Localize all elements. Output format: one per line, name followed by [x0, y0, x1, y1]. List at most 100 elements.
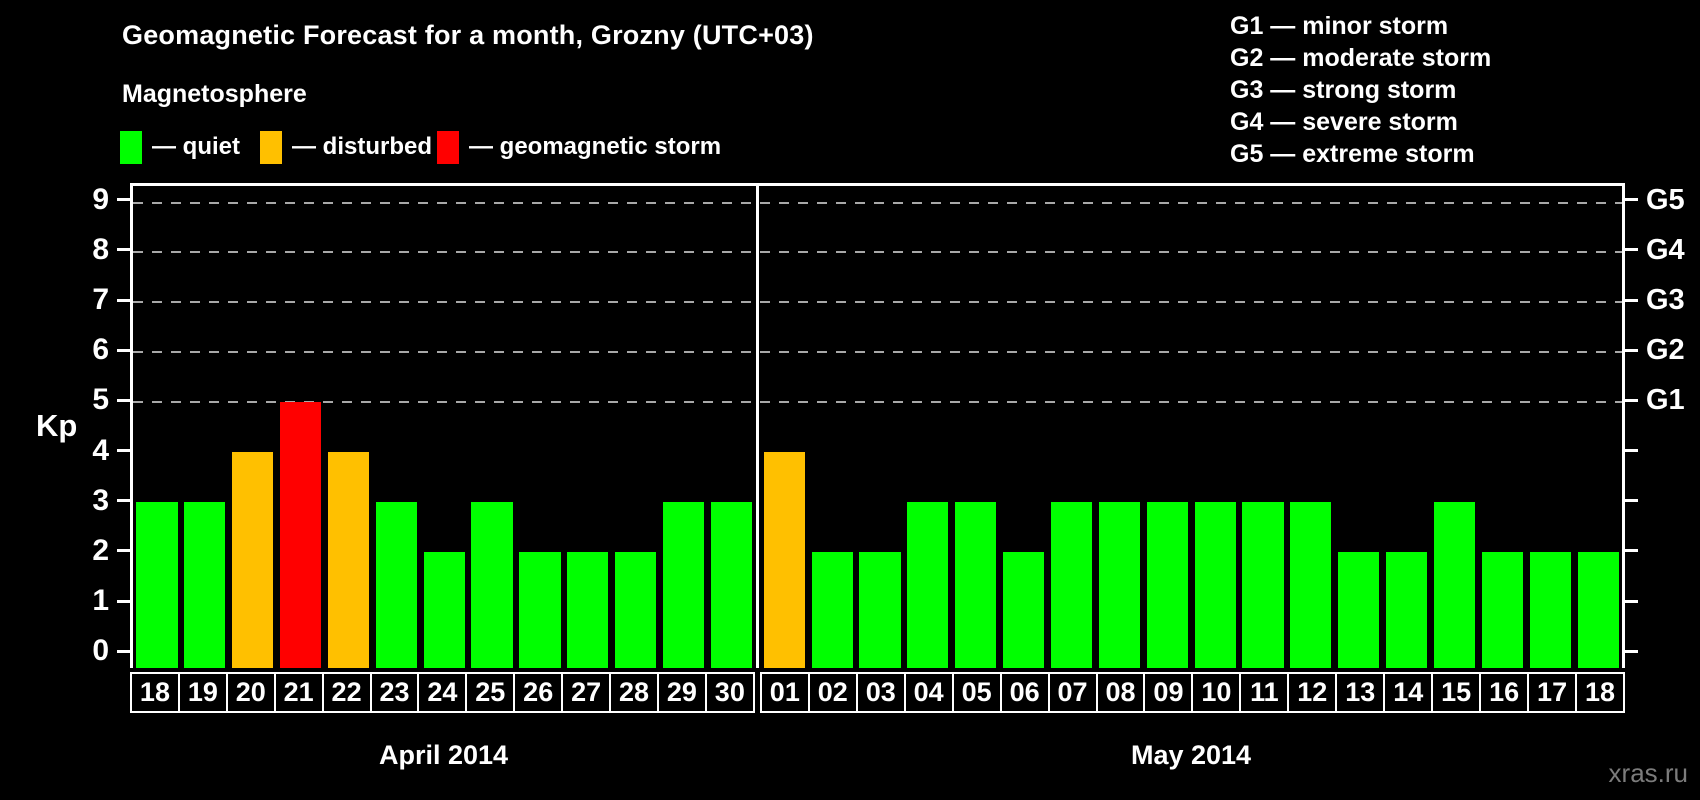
- right-tick-kp-9: [1625, 198, 1638, 202]
- kp-bar-day-10: [1194, 501, 1236, 668]
- day-label-18: 18: [1575, 672, 1625, 713]
- kp-bar-day-16: [1481, 551, 1523, 668]
- kp-bar-day-12: [1290, 501, 1332, 668]
- day-label-19: 19: [177, 672, 228, 713]
- day-label-01: 01: [759, 672, 810, 713]
- right-tick-kp-3: [1625, 499, 1638, 503]
- day-label-18: 18: [130, 672, 180, 713]
- kp-bar-day-17: [1529, 551, 1571, 668]
- kp-bar-day-11: [1242, 501, 1284, 668]
- y-tick-label-8: 8: [92, 232, 109, 266]
- kp-bar-day-18: [136, 501, 178, 668]
- bar-cell-day-02: [808, 186, 856, 668]
- day-label-row: 18 19 20 21 22 23 24 25 26 27 28 29 30 01 02 03 04 05 06 07…: [130, 672, 1625, 713]
- bar-cell-day-03: [856, 186, 904, 668]
- y-tick-label-7: 7: [92, 283, 109, 317]
- bar-cell-day-05: [952, 186, 1000, 668]
- y-tick-label-3: 3: [92, 483, 109, 517]
- day-label-30: 30: [704, 672, 755, 713]
- day-label-03: 03: [855, 672, 906, 713]
- legend-item-geomagnetic-storm: — geomagnetic storm: [437, 128, 721, 166]
- bars-row: [133, 186, 1622, 668]
- right-tick-kp-0: [1625, 649, 1638, 653]
- day-label-08: 08: [1095, 672, 1146, 713]
- kp-bar-day-02: [811, 551, 853, 668]
- right-tick-kp-1: [1625, 599, 1638, 603]
- y-tick-label-5: 5: [92, 383, 109, 417]
- day-label-06: 06: [999, 672, 1050, 713]
- storm-scale-g1: G1 — minor storm: [1230, 12, 1449, 40]
- bar-cell-day-17: [1526, 186, 1574, 668]
- storm-scale-legend: G1 — minor storm G2 — moderate storm G3 …: [1230, 10, 1491, 170]
- y-tick-label-0: 0: [92, 634, 109, 668]
- day-label-07: 07: [1047, 672, 1098, 713]
- gridline-kp-6: [133, 351, 1622, 354]
- left-tick-kp-9: [117, 198, 130, 202]
- bar-cell-day-21: [277, 186, 325, 668]
- kp-bar-day-20: [232, 451, 274, 668]
- kp-bar-day-09: [1146, 501, 1188, 668]
- day-label-12: 12: [1287, 672, 1338, 713]
- day-label-20: 20: [225, 672, 276, 713]
- storm-scale-g4: G4 — severe storm: [1230, 108, 1458, 136]
- kp-bar-day-23: [375, 501, 417, 668]
- legend-label-disturbed: — disturbed: [292, 133, 433, 160]
- left-tick-kp-3: [117, 499, 130, 503]
- kp-bar-day-08: [1098, 501, 1140, 668]
- right-tick-kp-6: [1625, 348, 1638, 352]
- day-label-11: 11: [1239, 672, 1290, 713]
- legend-label-geomagnetic-storm: — geomagnetic storm: [469, 133, 722, 160]
- bar-cell-day-16: [1478, 186, 1526, 668]
- g-scale-label-G2: G2: [1646, 334, 1685, 367]
- bar-cell-day-29: [660, 186, 708, 668]
- kp-bar-day-07: [1050, 501, 1093, 668]
- watermark: xras.ru: [1608, 758, 1688, 788]
- legend-item-disturbed: — disturbed: [260, 128, 432, 166]
- day-label-16: 16: [1479, 672, 1530, 713]
- bar-cell-day-13: [1335, 186, 1383, 668]
- day-label-05: 05: [951, 672, 1002, 713]
- day-label-group: 18 19 20 21 22 23 24 25 26 27 28 29 30: [130, 672, 755, 713]
- kp-bar-day-30: [710, 501, 753, 668]
- left-tick-kp-4: [117, 449, 130, 453]
- y-tick-label-1: 1: [92, 584, 109, 618]
- kp-bar-day-04: [907, 501, 949, 668]
- month-divider-line: [756, 186, 760, 668]
- storm-scale-g2: G2 — moderate storm: [1230, 44, 1492, 72]
- left-tick-kp-0: [117, 649, 130, 653]
- day-label-28: 28: [609, 672, 659, 713]
- day-label-14: 14: [1383, 672, 1434, 713]
- left-tick-kp-6: [117, 348, 130, 352]
- bar-cell-day-30: [708, 186, 756, 668]
- y-tick-label-4: 4: [92, 433, 109, 467]
- bar-cell-day-28: [612, 186, 660, 668]
- g-scale-label-G3: G3: [1646, 284, 1685, 317]
- left-tick-kp-2: [117, 549, 130, 553]
- gridline-kp-5: [133, 401, 1622, 404]
- left-tick-kp-7: [117, 298, 130, 302]
- y-tick-label-6: 6: [92, 333, 109, 367]
- month-label-april: April 2014: [378, 740, 509, 770]
- kp-bar-day-28: [615, 551, 657, 668]
- legend-label-quiet: — quiet: [152, 133, 240, 160]
- bar-cell-day-25: [468, 186, 516, 668]
- bar-group: [760, 186, 1622, 668]
- quiet-color-swatch: [120, 130, 142, 164]
- day-label-27: 27: [561, 672, 612, 713]
- y-tick-label-9: 9: [92, 182, 109, 216]
- bar-cell-day-18: [133, 186, 181, 668]
- bar-cell-day-14: [1383, 186, 1431, 668]
- bar-cell-day-11: [1239, 186, 1287, 668]
- g-scale-label-G4: G4: [1646, 233, 1685, 266]
- kp-bar-day-01: [763, 451, 805, 668]
- bar-cell-day-04: [904, 186, 952, 668]
- day-label-25: 25: [465, 672, 516, 713]
- left-tick-kp-5: [117, 398, 130, 402]
- storm-scale-g3: G3 — strong storm: [1230, 76, 1457, 104]
- kp-bar-day-18: [1577, 551, 1619, 668]
- y-tick-label-2: 2: [92, 533, 109, 567]
- plot-area: [130, 183, 1625, 668]
- day-label-21: 21: [273, 672, 324, 713]
- bar-cell-day-08: [1095, 186, 1143, 668]
- kp-bar-day-13: [1338, 551, 1380, 668]
